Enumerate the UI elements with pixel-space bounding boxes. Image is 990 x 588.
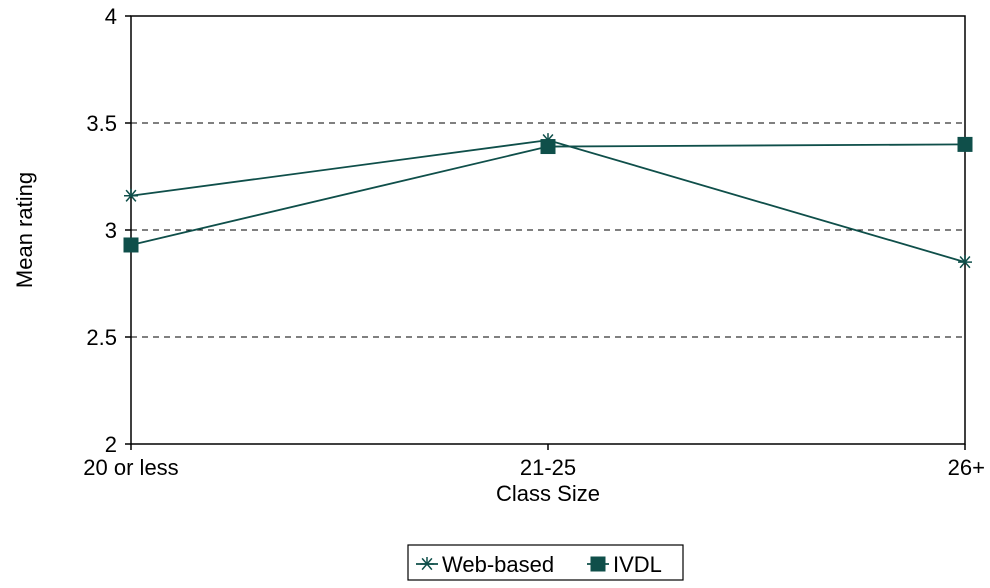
x-tick-label-2: 26+	[948, 455, 985, 480]
legend-label-web-based: Web-based	[442, 552, 554, 577]
legend-label-ivdl: IVDL	[613, 552, 662, 577]
legend: Web-based IVDL	[407, 544, 684, 581]
point-ivdl-1	[540, 139, 556, 155]
y-tick-label-2: 3	[105, 218, 117, 243]
y-axis-ticks: 2 2.5 3 3.5 4	[86, 4, 131, 457]
point-web-based-0	[124, 188, 138, 202]
y-tick-label-3: 3.5	[86, 111, 117, 136]
y-tick-label-4: 4	[105, 4, 117, 29]
y-tick-label-0: 2	[105, 432, 117, 457]
legend-marker-ivdl	[590, 556, 606, 572]
legend-box	[407, 544, 684, 581]
point-web-based-2	[958, 255, 972, 269]
x-tick-label-1: 21-25	[520, 455, 576, 480]
gridlines	[131, 122, 965, 338]
y-tick-label-1: 2.5	[86, 325, 117, 350]
point-ivdl-2	[957, 136, 973, 152]
x-axis-ticks: 20 or less 21-25 26+	[83, 444, 985, 480]
point-ivdl-0	[123, 237, 139, 253]
legend-marker-web-based	[420, 557, 434, 571]
series-layer	[123, 133, 973, 269]
x-axis-title: Class Size	[496, 481, 600, 506]
x-tick-label-0: 20 or less	[83, 455, 178, 480]
y-axis-title: Mean rating	[12, 172, 37, 288]
